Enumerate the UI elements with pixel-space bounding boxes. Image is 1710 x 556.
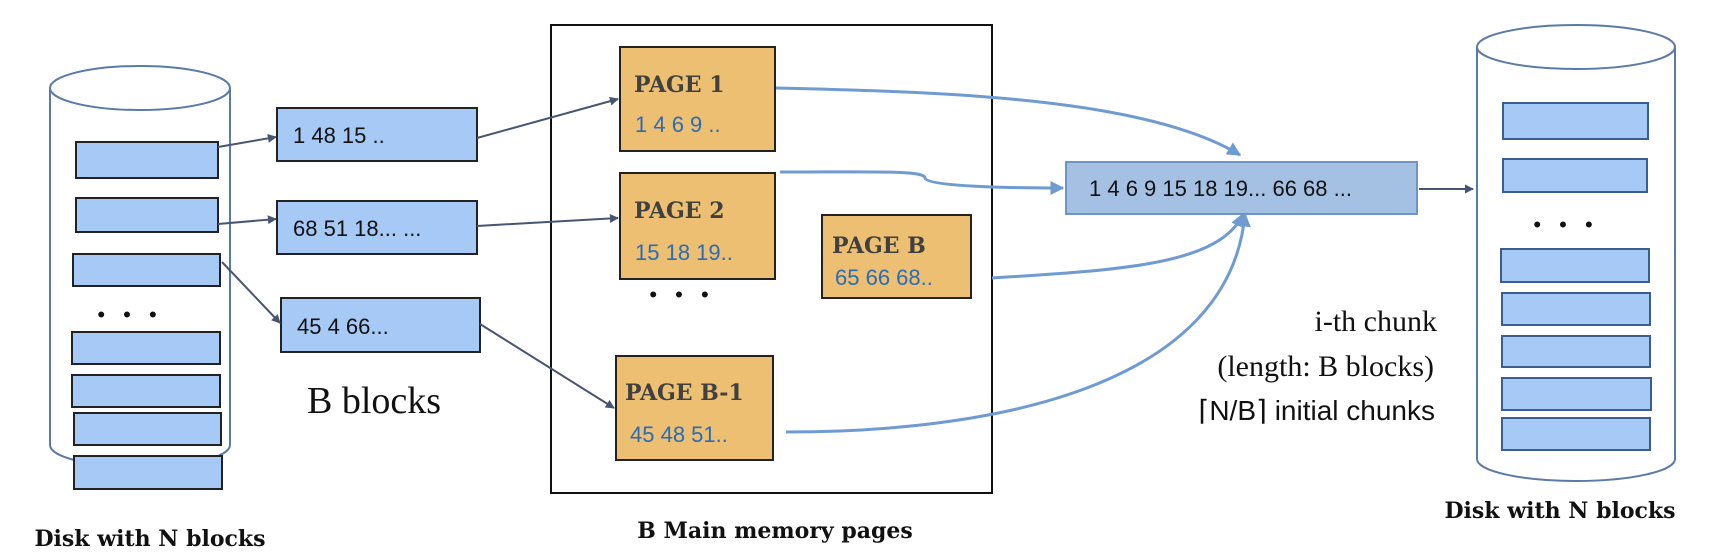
left-disk-ellipsis: • • •	[97, 302, 162, 327]
block-to-page-arrow	[476, 213, 619, 227]
left-disk: • • •	[49, 65, 231, 490]
disk-to-block-arrow	[217, 133, 277, 148]
right-disk: • • •	[1476, 24, 1676, 482]
memory-caption: B Main memory pages	[637, 518, 913, 544]
left-disk-block	[72, 253, 221, 287]
right-disk-block	[1501, 292, 1651, 326]
left-disk-block	[75, 197, 219, 233]
memory-page: PAGE 2 15 18 19..	[619, 172, 776, 280]
merge-arrow	[991, 212, 1245, 280]
memory-page: PAGE 1 1 4 6 9 ..	[619, 46, 776, 152]
b-blocks-label: B blocks	[307, 380, 441, 422]
memory-ellipsis: • • •	[649, 282, 714, 307]
memory-page-title: PAGE 2	[634, 198, 725, 224]
input-block-box	[276, 200, 478, 255]
memory-page-values: 1 4 6 9 ..	[635, 112, 721, 137]
disk-to-block-arrow	[221, 261, 281, 324]
left-disk-block	[73, 412, 222, 446]
left-disk-block	[73, 455, 223, 490]
memory-page-box	[615, 355, 774, 461]
memory-page-title: PAGE 1	[634, 72, 725, 98]
input-block: 45 4 66...	[280, 297, 481, 353]
input-block: 68 51 18... ...	[276, 200, 478, 255]
input-block: 1 48 15 ..	[276, 107, 478, 162]
block-to-page-arrow	[476, 96, 619, 139]
memory-page-box	[821, 214, 972, 299]
right-disk-ellipsis: • • •	[1533, 212, 1598, 237]
block-to-page-arrow	[479, 323, 615, 409]
input-block-text: 45 4 66...	[297, 314, 389, 339]
left-disk-block	[71, 331, 221, 365]
memory-page-title: PAGE B	[832, 233, 926, 259]
right-disk-caption: Disk with N blocks	[1444, 498, 1675, 524]
merge-arrow	[779, 170, 1065, 195]
main-memory-frame	[550, 24, 993, 494]
merged-chunk-text: 1 4 6 9 15 18 19... 66 68 ...	[1089, 176, 1352, 201]
input-block-box	[280, 297, 481, 353]
memory-page-values: 45 48 51..	[630, 422, 728, 447]
right-disk-block	[1502, 158, 1648, 193]
left-disk-caption: Disk with N blocks	[34, 526, 265, 552]
right-disk-block	[1501, 417, 1651, 451]
merged-chunk-box	[1065, 161, 1418, 215]
memory-page-box	[619, 46, 776, 152]
input-block-text: 1 48 15 ..	[293, 123, 385, 148]
right-disk-cylinder-top	[1476, 24, 1676, 70]
input-block-box	[276, 107, 478, 162]
merge-arrow	[785, 212, 1251, 434]
left-disk-cylinder-top	[49, 65, 231, 111]
memory-page-title: PAGE B-1	[625, 380, 744, 406]
chunk-label-line2: (length: B blocks)	[1217, 350, 1434, 383]
memory-page-values: 65 66 68..	[835, 265, 933, 290]
right-disk-block	[1502, 102, 1649, 140]
memory-page-box	[619, 172, 776, 280]
left-disk-block	[71, 374, 221, 408]
memory-page-values: 15 18 19..	[635, 240, 733, 265]
memory-page: PAGE B-1 45 48 51..	[615, 355, 774, 461]
chunk-label-line1: i-th chunk	[1315, 305, 1437, 338]
merge-arrow	[775, 86, 1242, 157]
chunk-label-line3: ⌈N/B⌉ initial chunks	[1198, 395, 1435, 426]
input-block-text: 68 51 18... ...	[293, 216, 421, 241]
left-disk-block	[75, 141, 219, 179]
memory-page: PAGE B 65 66 68..	[821, 214, 972, 299]
right-disk-block	[1501, 335, 1651, 368]
right-disk-block	[1500, 248, 1650, 283]
right-disk-block	[1501, 377, 1652, 411]
disk-to-block-arrow	[217, 215, 277, 225]
